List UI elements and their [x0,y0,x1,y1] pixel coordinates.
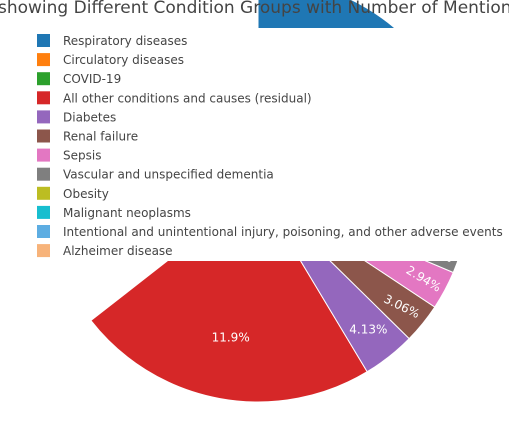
legend-label[interactable]: Renal failure [63,130,138,144]
legend-label[interactable]: Vascular and unspecified dementia [63,168,274,182]
legend-label[interactable]: COVID-19 [63,72,121,86]
pie-data-label: 4.13% [349,323,387,337]
legend-swatch[interactable] [37,225,50,238]
legend-label[interactable]: Respiratory diseases [63,34,187,48]
legend-label[interactable]: Obesity [63,187,109,201]
legend-swatch[interactable] [37,186,50,200]
legend: Respiratory diseases Circulatory diseases… [37,34,503,258]
legend-label[interactable]: Malignant neoplasms [63,206,191,220]
legend-swatch[interactable] [37,72,50,86]
pie-data-label: 11.9% [212,330,250,344]
legend-label[interactable]: Sepsis [63,149,101,163]
legend-label[interactable]: Alzheimer disease [63,244,173,258]
legend-swatch[interactable] [37,110,50,124]
legend-swatch[interactable] [37,34,50,47]
legend-swatch[interactable] [37,91,50,105]
legend-label[interactable]: Intentional and unintentional injury, po… [63,225,503,239]
legend-swatch[interactable] [37,53,50,67]
legend-background [28,28,509,261]
legend-swatch[interactable] [37,148,50,162]
pie-slice[interactable] [90,189,368,403]
legend-swatch[interactable] [37,167,50,181]
legend-label[interactable]: Circulatory diseases [63,53,184,67]
chart-title: showing Different Condition Groups with … [0,0,509,18]
legend-swatch[interactable] [37,205,50,219]
legend-swatch[interactable] [37,244,50,258]
legend-label[interactable]: All other conditions and causes (residua… [63,91,312,105]
legend-label[interactable]: Diabetes [63,110,116,124]
legend-swatch[interactable] [37,129,50,143]
